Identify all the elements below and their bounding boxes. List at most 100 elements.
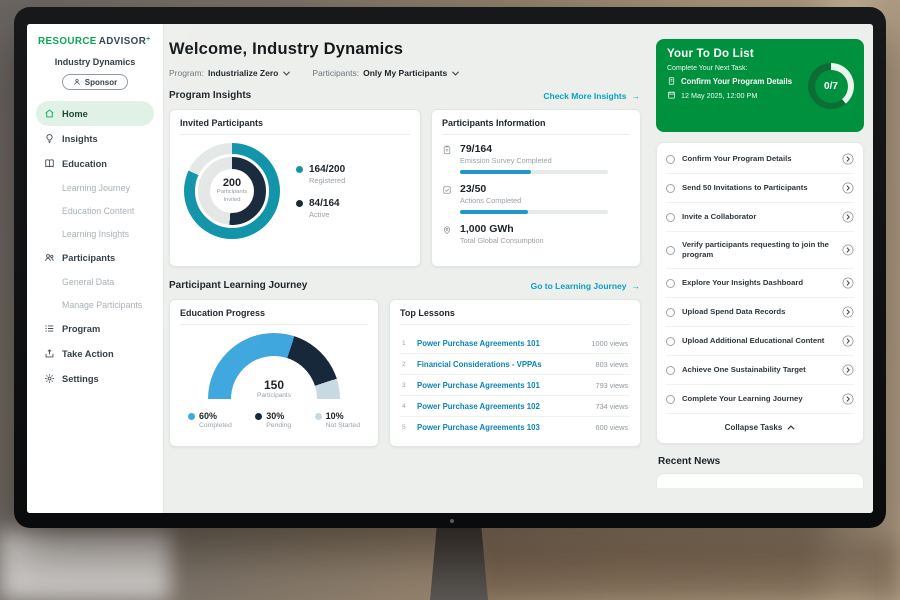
info-label: Total Global Consumption (460, 236, 544, 245)
logo-plus: + (146, 36, 151, 43)
top-lessons-card: Top Lessons 1 Power Purchase Agreements … (389, 299, 641, 447)
chevron-right-icon[interactable] (842, 306, 854, 318)
task-label: Explore Your Insights Dashboard (682, 278, 804, 287)
task-label: Upload Additional Educational Content (682, 336, 825, 345)
sidebar-item-label: General Data (62, 276, 115, 287)
lesson-row: 1 Power Purchase Agreements 101 1000 vie… (400, 333, 630, 354)
task-checkbox[interactable] (666, 245, 675, 255)
task-item[interactable]: Verify participants requesting to join t… (666, 232, 854, 269)
chevron-up-icon (787, 425, 795, 430)
task-item[interactable]: Upload Additional Educational Content (666, 327, 854, 356)
chevron-right-icon[interactable] (842, 182, 854, 194)
check-more-insights-link[interactable]: Check More Insights → (543, 91, 640, 101)
sidebar-item-program[interactable]: Program (36, 316, 154, 341)
sidebar-item-insights[interactable]: Insights (36, 126, 154, 151)
participants-filter-dropdown[interactable]: Participants: Only My Participants (312, 68, 460, 78)
task-checkbox[interactable] (666, 183, 675, 193)
lesson-title-link[interactable]: Power Purchase Agreements 101 (417, 338, 540, 348)
task-item[interactable]: Explore Your Insights Dashboard (666, 269, 854, 298)
task-checkbox[interactable] (666, 365, 675, 375)
sidebar-item-label: Learning Insights (62, 228, 129, 239)
info-label: Emission Survey Completed (460, 156, 552, 165)
sidebar-item-settings[interactable]: Settings (36, 366, 154, 391)
lesson-title-link[interactable]: Financial Considerations - VPPAs (417, 359, 542, 369)
sidebar-item-label: Learning Journey (62, 182, 130, 193)
lesson-views: 734 views (595, 401, 628, 411)
donut-center-label: Participants Invited (216, 189, 248, 203)
task-item[interactable]: Confirm Your Program Details (666, 145, 854, 174)
todo-subtitle: Complete Your Next Task: (667, 65, 748, 72)
people-icon (45, 254, 54, 262)
card-title: Invited Participants (180, 118, 410, 135)
app-logo: RESOURCE ADVISOR+ (36, 36, 154, 47)
lesson-title-link[interactable]: Power Purchase Agreements 102 (417, 401, 540, 411)
arrow-right-icon: → (631, 280, 641, 291)
link-label: Check More Insights (543, 90, 627, 101)
lesson-title-link[interactable]: Power Purchase Agreements 103 (417, 422, 540, 432)
sidebar-item-label: Education Content (62, 205, 135, 216)
chevron-right-icon[interactable] (842, 211, 854, 223)
not-started-dot (314, 412, 322, 420)
task-item[interactable]: Upload Spend Data Records (666, 298, 854, 327)
lesson-title-link[interactable]: Power Purchase Agreements 101 (417, 380, 540, 390)
chevron-right-icon[interactable] (842, 364, 854, 376)
program-filter-label: Program: (169, 68, 204, 78)
section-title-learning-journey: Participant Learning Journey (169, 280, 308, 291)
lesson-rank: 1 (402, 339, 406, 347)
chevron-right-icon[interactable] (842, 244, 854, 256)
task-checkbox[interactable] (666, 212, 675, 222)
todo-panel: Your To Do List Complete Your Next Task:… (646, 24, 873, 513)
go-to-learning-journey-link[interactable]: Go to Learning Journey → (531, 281, 640, 291)
todo-summary-card: Your To Do List Complete Your Next Task:… (656, 39, 864, 132)
card-title: Participants Information (442, 118, 630, 135)
chevron-right-icon[interactable] (842, 335, 854, 347)
sidebar-item-general-data[interactable]: General Data (36, 270, 154, 293)
next-task-label: Confirm Your Program Details (681, 76, 793, 86)
program-filter-dropdown[interactable]: Program: Industrialize Zero (169, 68, 291, 78)
sponsor-badge[interactable]: Sponsor (61, 74, 129, 90)
sidebar-item-home[interactable]: Home (36, 101, 154, 126)
task-item[interactable]: Complete Your Learning Journey (666, 385, 854, 414)
sidebar-item-take-action[interactable]: Take Action (36, 341, 154, 366)
sidebar-item-manage-participants[interactable]: Manage Participants (36, 293, 154, 316)
sidebar-item-label: Participants (62, 252, 116, 263)
legend-item-not-started: 10% Not Started (314, 411, 360, 429)
info-row-consumption: 1,000 GWh Total Global Consumption (442, 223, 630, 245)
lesson-views: 1000 views (591, 338, 628, 348)
task-item[interactable]: Invite a Collaborator (666, 203, 854, 232)
legend-label: Not Started (325, 422, 360, 429)
chevron-right-icon[interactable] (842, 277, 854, 289)
legend-value: 164/200 (309, 163, 346, 175)
info-row-actions: 23/50 Actions Completed (442, 183, 630, 214)
sidebar-item-label: Manage Participants (62, 299, 143, 310)
task-checkbox[interactable] (666, 154, 675, 164)
task-checkbox[interactable] (666, 336, 675, 346)
sidebar: RESOURCE ADVISOR+ Industry Dynamics Spons… (27, 24, 164, 513)
task-item[interactable]: Achieve One Sustainability Target (666, 356, 854, 385)
task-checkbox[interactable] (666, 307, 675, 317)
chevron-right-icon[interactable] (842, 153, 854, 165)
task-checkbox[interactable] (666, 278, 675, 288)
chevron-right-icon[interactable] (842, 393, 854, 405)
due-date-line: 12 May 2025, 12:00 PM (667, 90, 817, 100)
chevron-down-icon (452, 71, 460, 76)
sidebar-item-learning-insights[interactable]: Learning Insights (36, 222, 154, 245)
lesson-views: 793 views (595, 380, 628, 390)
sidebar-item-participants[interactable]: Participants (36, 245, 154, 270)
todo-title: Your To Do List (667, 48, 754, 60)
sidebar-item-education-content[interactable]: Education Content (36, 199, 154, 222)
actions-progress-bar (460, 210, 608, 214)
org-name: Industry Dynamics (54, 57, 136, 67)
task-item[interactable]: Send 50 Invitations to Participants (666, 174, 854, 203)
legend-label: Active (309, 209, 330, 219)
card-title: Education Progress (180, 308, 368, 325)
task-checkbox[interactable] (666, 394, 675, 404)
sidebar-item-education[interactable]: Education (36, 151, 154, 176)
collapse-tasks-link[interactable]: Collapse Tasks (666, 414, 854, 441)
sidebar-item-learning-journey[interactable]: Learning Journey (36, 176, 154, 199)
legend-item-completed: 60% Completed (188, 411, 232, 429)
legend-label: Registered (309, 175, 346, 185)
sidebar-item-label: Program (62, 323, 101, 334)
pending-dot (255, 412, 263, 420)
sidebar-nav: Home Insights Education Learning Journey… (36, 101, 154, 391)
